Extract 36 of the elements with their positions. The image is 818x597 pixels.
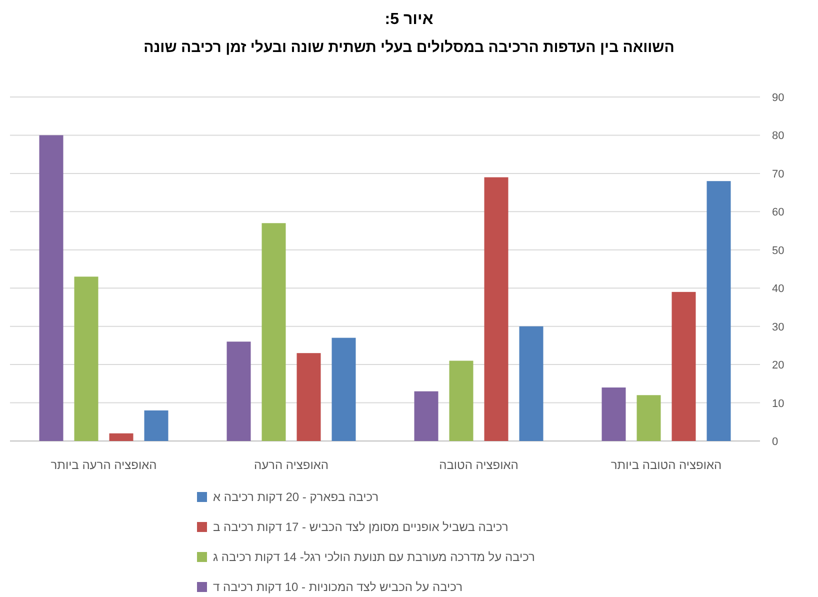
bar bbox=[109, 433, 134, 441]
bar bbox=[332, 338, 356, 441]
y-tick-label: 40 bbox=[772, 283, 784, 296]
bar bbox=[484, 177, 508, 441]
y-tick-label: 60 bbox=[772, 206, 784, 219]
legend-label: רכיבה בפארק - 20 דקות רכיבה א bbox=[213, 490, 379, 504]
y-tick-label: 10 bbox=[772, 398, 784, 410]
bar bbox=[414, 391, 438, 441]
bar bbox=[636, 395, 661, 441]
bar bbox=[262, 223, 286, 441]
y-tick-label: 80 bbox=[772, 130, 784, 142]
bar bbox=[39, 135, 64, 441]
y-tick-label: 20 bbox=[772, 360, 784, 372]
bar bbox=[449, 360, 474, 441]
y-tick-label: 0 bbox=[772, 436, 778, 448]
x-tick-label: האופציה הרעה bbox=[254, 458, 329, 472]
legend-label: רכיבה בשביל אופניים מסומן לצד הכביש - 17 דקות רכיבה ב bbox=[213, 520, 508, 534]
x-tick-label: האופציה הטובה ביותר bbox=[610, 458, 722, 472]
y-tick-label: 30 bbox=[772, 321, 784, 334]
y-tick-label: 90 bbox=[772, 92, 784, 104]
bar bbox=[706, 181, 731, 441]
bar bbox=[74, 276, 98, 441]
bar bbox=[226, 342, 251, 441]
legend-label: רכיבה על מדרכה מעורבת עם תנועת הולכי רגל- 14 דקות רכיבה ג bbox=[213, 550, 535, 564]
x-tick-label: האופציה הטובה bbox=[439, 458, 518, 472]
chart-subtitle: השוואה בין העדפות הרכיבה במסלולים בעלי תשתית שונה ובעלי זמן רכיבה שונה bbox=[144, 39, 674, 56]
bar bbox=[144, 410, 168, 441]
bar bbox=[296, 353, 321, 441]
bar bbox=[672, 292, 696, 441]
y-tick-label: 70 bbox=[772, 168, 784, 180]
chart-title: איור 5: bbox=[384, 11, 434, 28]
y-tick-label: 50 bbox=[772, 244, 784, 257]
x-tick-label: האופציה הרעה ביותר bbox=[50, 458, 157, 472]
legend-label: רכיבה על הכביש לצד המכוניות - 10 דקות רכיבה ד bbox=[213, 580, 462, 594]
bar bbox=[519, 326, 544, 441]
bar bbox=[602, 387, 626, 441]
